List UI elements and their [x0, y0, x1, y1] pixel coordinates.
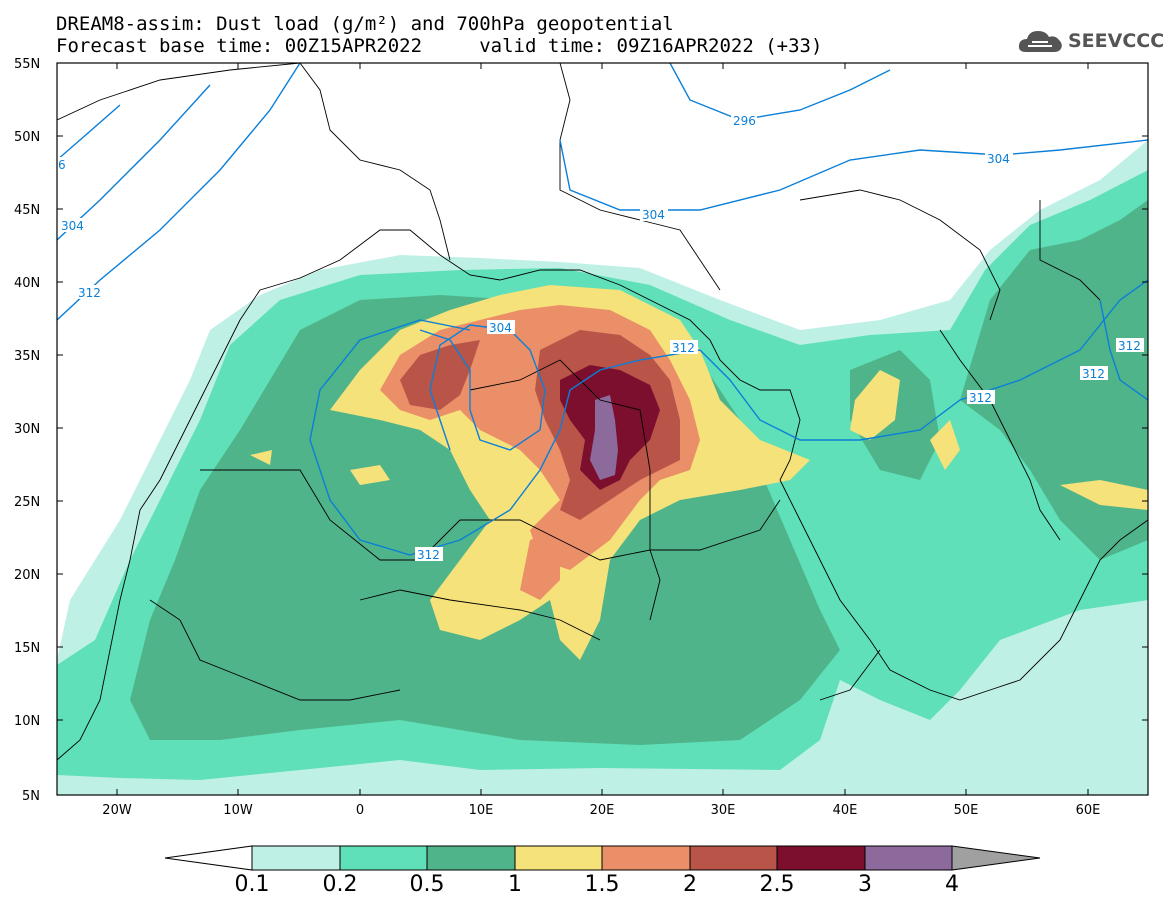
colorbar-segment: [426, 845, 516, 871]
contour-label-296: 296: [733, 114, 756, 128]
colorbar-segment-under: [164, 845, 253, 871]
colorbar-label: 2.5: [759, 872, 795, 897]
seevccc-logo: SEEVCCC: [1018, 26, 1164, 58]
latitude-labels: 55N 50N 45N 40N 35N 30N 25N 20N 15N 10N …: [14, 57, 40, 804]
colorbar: [164, 845, 1041, 871]
colorbar-segment: [514, 845, 603, 871]
colorbar-label: 2: [683, 872, 697, 897]
colorbar-segment: [864, 845, 953, 871]
colorbar-segment: [251, 845, 341, 871]
lat-label: 45N: [14, 203, 40, 218]
map-title: DREAM8-assim: Dust load (g/m²) and 700hP…: [56, 13, 674, 35]
colorbar-label: 0.1: [234, 872, 270, 897]
lat-label: 30N: [14, 422, 40, 437]
dust-field: [57, 140, 1148, 795]
lon-label: 40E: [833, 803, 858, 818]
logo-text: SEEVCCC: [1068, 30, 1165, 52]
contour-label-312e: 312: [1082, 367, 1105, 381]
lat-label: 50N: [14, 130, 40, 145]
colorbar-label: 1.5: [584, 872, 620, 897]
colorbar-segment: [776, 845, 866, 871]
country-borders: [57, 63, 1148, 761]
lat-label: 40N: [14, 276, 40, 291]
lat-label: 10N: [14, 714, 40, 729]
colorbar-label: 0.5: [409, 872, 445, 897]
colorbar-label: 0.2: [322, 872, 358, 897]
lat-label: 55N: [14, 57, 40, 72]
contour-label-312a: 312: [78, 286, 101, 300]
contour-label-312d: 312: [969, 391, 992, 405]
contour-label-304d: 304: [489, 321, 512, 335]
lon-label: 10W: [223, 803, 253, 818]
geopotential-contours: [57, 63, 1148, 556]
lon-label: 50E: [954, 803, 979, 818]
lon-label: 10E: [469, 803, 494, 818]
colorbar-label: 3: [858, 872, 872, 897]
contour-labels: 296 304 304 304 304 312 312 312 312 312 …: [57, 113, 1144, 562]
colorbar-label: 1: [508, 872, 522, 897]
contour-label-312b: 312: [417, 548, 440, 562]
longitude-labels: 20W 10W 0 10E 20E 30E 40E 50E 60E: [102, 803, 1100, 818]
lon-label: 30E: [711, 803, 736, 818]
lon-label: 0: [356, 803, 364, 818]
axis-ticks: [57, 62, 1148, 796]
lon-label: 60E: [1076, 803, 1101, 818]
map-subtitle: Forecast base time: 00Z15APR2022 valid t…: [56, 35, 823, 57]
lat-label: 35N: [14, 349, 40, 364]
contour-label-312c: 312: [672, 341, 695, 355]
lat-label: 20N: [14, 568, 40, 583]
contour-label-304b: 304: [987, 152, 1010, 166]
cloud-logo-icon: [1018, 31, 1062, 52]
lat-label: 15N: [14, 641, 40, 656]
lat-label: 25N: [14, 495, 40, 510]
contour-label-312f: 312: [1118, 339, 1141, 353]
colorbar-label: 4: [945, 872, 959, 897]
contour-label-partial: 6: [58, 158, 66, 172]
lat-label: 5N: [22, 789, 40, 804]
contour-label-304c: 304: [61, 219, 84, 233]
contour-label-304a: 304: [642, 208, 665, 222]
colorbar-segment: [601, 845, 691, 871]
colorbar-segment: [689, 845, 778, 871]
colorbar-segment: [339, 845, 428, 871]
colorbar-segment-over: [951, 845, 1041, 871]
lon-label: 20W: [102, 803, 132, 818]
lon-label: 20E: [590, 803, 615, 818]
